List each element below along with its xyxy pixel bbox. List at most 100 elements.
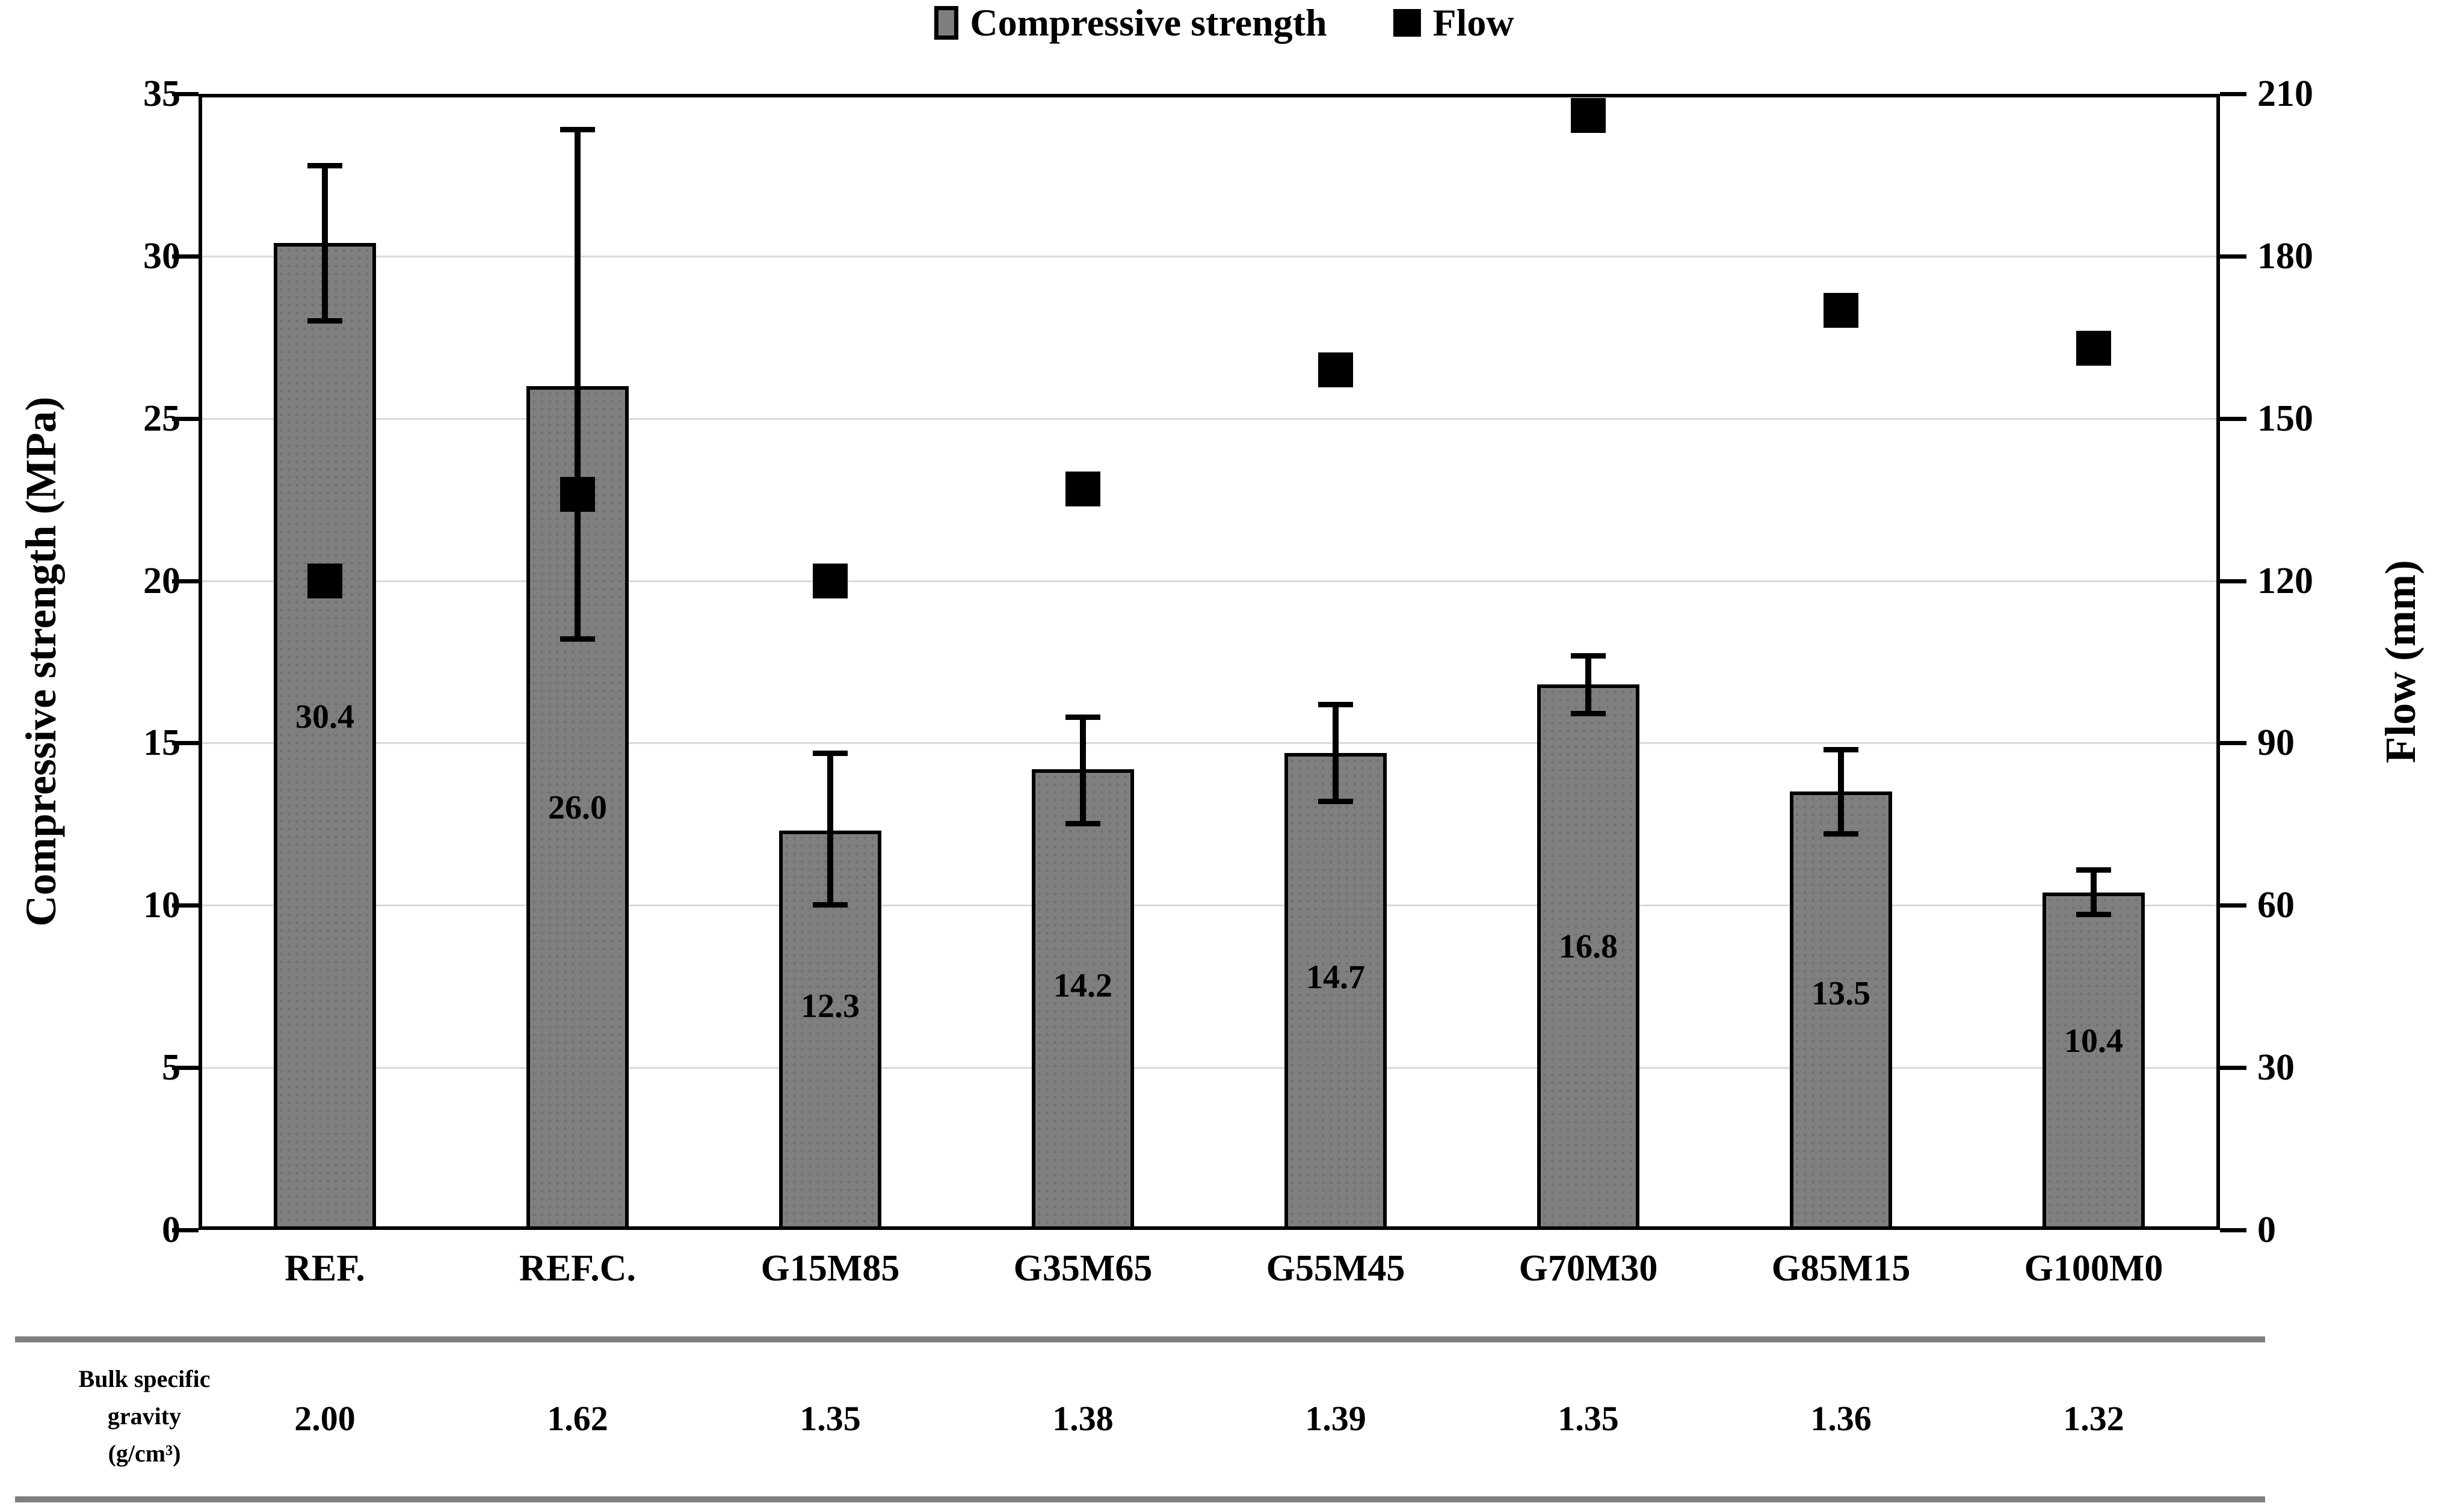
- legend-label-flow: Flow: [1432, 1, 1514, 44]
- table-value-G35M65: 1.38: [1052, 1399, 1114, 1438]
- right-axis-tick-30: [2220, 1066, 2246, 1071]
- flow-marker-G15M85: [813, 563, 848, 598]
- error-bar-cap-top-G35M65: [1065, 715, 1100, 721]
- left-axis-tick-label-10: 10: [143, 885, 180, 926]
- left-axis-tick-10: [172, 903, 199, 908]
- bar-series-swatch-icon: [934, 6, 958, 40]
- category-label-G35M65: G35M65: [1013, 1248, 1153, 1289]
- category-label-G100M0: G100M0: [2024, 1248, 2163, 1289]
- error-bar-cap-bottom-G70M30: [1571, 710, 1606, 716]
- right-axis-tick-120: [2220, 579, 2246, 583]
- error-bar-cap-top-REF.C.: [560, 127, 595, 133]
- left-axis-tick-label-30: 30: [143, 235, 180, 277]
- table-value-G70M30: 1.35: [1558, 1399, 1619, 1438]
- error-bar-cap-top-G15M85: [813, 750, 848, 756]
- error-bar-line-G55M45: [1333, 704, 1339, 802]
- category-label-G70M30: G70M30: [1518, 1248, 1658, 1289]
- error-bar-cap-top-G55M45: [1318, 701, 1353, 707]
- error-bar-line-G85M15: [1838, 749, 1844, 834]
- gridline-10: [202, 905, 2216, 907]
- error-bar-cap-bottom-G35M65: [1065, 821, 1100, 827]
- bar-value-label-G55M45: 14.7: [1306, 958, 1365, 996]
- category-label-G85M15: G85M15: [1771, 1248, 1911, 1289]
- right-axis-tick-60: [2220, 903, 2246, 908]
- error-bar-line-G35M65: [1080, 717, 1086, 825]
- bar-G55M45: [1284, 752, 1387, 1230]
- gridline-15: [202, 742, 2216, 745]
- error-bar-line-G15M85: [827, 752, 833, 906]
- error-bar-cap-top-G70M30: [1571, 653, 1606, 659]
- table-value-G55M45: 1.39: [1305, 1399, 1366, 1438]
- bar-value-label-G70M30: 16.8: [1559, 927, 1618, 965]
- bar-G85M15: [1790, 791, 1892, 1230]
- gridline-30: [202, 255, 2216, 257]
- table-top-rule: [15, 1336, 2265, 1342]
- left-axis-tick-25: [172, 416, 199, 421]
- flow-series-swatch-icon: [1393, 9, 1421, 37]
- left-axis-tick-30: [172, 254, 199, 259]
- right-axis-tick-150: [2220, 416, 2246, 421]
- right-axis-tick-0: [2220, 1228, 2246, 1232]
- legend-item-flow: Flow: [1393, 4, 1514, 42]
- flow-marker-REF.C.: [560, 476, 595, 512]
- left-axis-tick-label-35: 35: [143, 73, 180, 114]
- left-axis-tick-15: [172, 741, 199, 746]
- bar-G100M0: [2043, 892, 2145, 1230]
- error-bar-line-G100M0: [2091, 869, 2097, 915]
- error-bar-cap-bottom-G85M15: [1824, 831, 1858, 837]
- category-label-G15M85: G15M85: [760, 1248, 900, 1289]
- flow-marker-G85M15: [1824, 292, 1858, 328]
- left-axis-tick-label-20: 20: [143, 560, 180, 601]
- table-value-REF.: 2.00: [294, 1399, 356, 1438]
- left-axis-title: Compressive strength (MPa): [17, 396, 65, 927]
- table-header-line: (g/cm³): [108, 1440, 181, 1467]
- bar-value-label-G100M0: 10.4: [2064, 1022, 2123, 1060]
- table-value-G85M15: 1.36: [1810, 1399, 1872, 1438]
- category-label-REF.C.: REF.C.: [519, 1248, 637, 1289]
- gridline-5: [202, 1067, 2216, 1069]
- error-bar-cap-bottom-REF.: [307, 318, 342, 324]
- error-bar-cap-bottom-G100M0: [2076, 912, 2111, 918]
- flow-marker-REF.: [307, 563, 342, 598]
- flow-marker-G55M45: [1318, 352, 1353, 387]
- gridline-20: [202, 580, 2216, 582]
- legend: Compressive strength Flow: [934, 4, 1514, 42]
- table-header-line: Bulk specific: [78, 1365, 211, 1392]
- left-axis-tick-35: [172, 92, 199, 96]
- error-bar-cap-bottom-G15M85: [813, 902, 848, 908]
- error-bar-line-REF.C.: [575, 129, 581, 639]
- bar-value-label-G85M15: 13.5: [1811, 974, 1870, 1012]
- error-bar-line-REF.: [322, 165, 328, 321]
- category-label-G55M45: G55M45: [1266, 1248, 1405, 1289]
- gridline-25: [202, 417, 2216, 420]
- bar-G35M65: [1032, 769, 1134, 1230]
- table-bottom-rule: [15, 1496, 2265, 1502]
- left-axis-tick-0: [172, 1228, 199, 1232]
- left-axis-tick-label-15: 15: [143, 722, 180, 764]
- table-value-REF.C.: 1.62: [547, 1399, 608, 1438]
- table-row-header: Bulk specific gravity (g/cm³): [18, 1360, 271, 1472]
- table-value-G100M0: 1.32: [2063, 1399, 2124, 1438]
- category-label-REF.: REF.: [285, 1248, 365, 1289]
- error-bar-cap-bottom-REF.C.: [560, 636, 595, 642]
- legend-label-compressive-strength: Compressive strength: [970, 1, 1327, 44]
- right-axis-tick-210: [2220, 92, 2246, 96]
- flow-marker-G35M65: [1065, 471, 1100, 506]
- error-bar-cap-top-G85M15: [1824, 747, 1858, 753]
- left-axis-tick-label-0: 0: [162, 1209, 180, 1250]
- bar-value-label-G35M65: 14.2: [1053, 967, 1112, 1004]
- plot-area: [199, 94, 2220, 1230]
- legend-item-compressive-strength: Compressive strength: [934, 4, 1327, 42]
- left-axis-tick-5: [172, 1066, 199, 1071]
- error-bar-cap-bottom-G55M45: [1318, 798, 1353, 804]
- right-axis-tick-90: [2220, 741, 2246, 746]
- flow-marker-G70M30: [1571, 97, 1606, 133]
- error-bar-line-G70M30: [1585, 655, 1591, 714]
- right-axis-tick-label-150: 150: [2257, 398, 2313, 439]
- bar-value-label-REF.: 30.4: [295, 698, 354, 736]
- bar-value-label-REF.C.: 26.0: [548, 789, 607, 827]
- error-bar-cap-top-G100M0: [2076, 867, 2111, 873]
- bar-value-label-G15M85: 12.3: [801, 988, 860, 1025]
- error-bar-cap-top-REF.: [307, 162, 342, 168]
